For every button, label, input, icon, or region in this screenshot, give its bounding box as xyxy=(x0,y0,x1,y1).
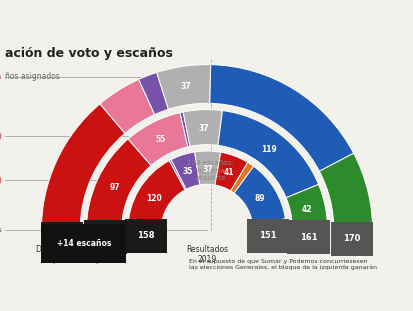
Wedge shape xyxy=(285,184,327,229)
Text: 89: 89 xyxy=(254,194,264,203)
Wedge shape xyxy=(233,166,285,224)
Wedge shape xyxy=(318,153,372,230)
Text: izquierdas: izquierdas xyxy=(0,227,2,233)
Text: 31): 31) xyxy=(0,132,2,139)
Text: 158: 158 xyxy=(137,231,154,240)
Text: 13): 13) xyxy=(0,177,2,183)
Text: 7-105): 7-105) xyxy=(0,74,2,80)
Text: 37: 37 xyxy=(202,165,212,174)
Text: En el supuesto de que Sumar y Podemos concurriesesen
las elecciones Generales, e: En el supuesto de que Sumar y Podemos co… xyxy=(189,259,376,270)
Wedge shape xyxy=(252,219,285,230)
Text: 161: 161 xyxy=(299,233,317,242)
Wedge shape xyxy=(180,112,190,147)
Text: +14 escaños: +14 escaños xyxy=(57,239,111,248)
Text: Unión de la
izquierda: Unión de la izquierda xyxy=(83,244,127,264)
Text: 138: 138 xyxy=(53,234,71,243)
Wedge shape xyxy=(183,109,222,146)
Wedge shape xyxy=(128,113,188,165)
Text: 37: 37 xyxy=(180,82,191,91)
Wedge shape xyxy=(86,139,151,230)
Text: 97: 97 xyxy=(109,183,119,193)
Text: 120: 120 xyxy=(146,194,162,203)
Text: ños asignados: ños asignados xyxy=(5,72,60,81)
Text: 42: 42 xyxy=(301,205,311,214)
Text: 41: 41 xyxy=(223,168,233,177)
Text: 55: 55 xyxy=(156,135,166,144)
Wedge shape xyxy=(128,160,185,230)
Wedge shape xyxy=(169,160,186,190)
Wedge shape xyxy=(41,104,125,230)
Wedge shape xyxy=(209,65,353,171)
Text: 37: 37 xyxy=(197,124,208,133)
Wedge shape xyxy=(230,162,253,193)
Wedge shape xyxy=(100,79,154,133)
Text: Resultados
2019: Resultados 2019 xyxy=(185,244,228,264)
Text: División de la
izquierda: División de la izquierda xyxy=(36,244,88,264)
Text: 170: 170 xyxy=(342,234,360,243)
Wedge shape xyxy=(156,65,210,109)
Wedge shape xyxy=(194,151,220,185)
Text: 35: 35 xyxy=(183,168,193,176)
Wedge shape xyxy=(138,72,168,114)
Wedge shape xyxy=(292,228,327,230)
Text: 151: 151 xyxy=(259,231,276,240)
Wedge shape xyxy=(171,152,199,189)
Wedge shape xyxy=(214,152,247,191)
Text: ación de voto y escaños: ación de voto y escaños xyxy=(5,47,173,60)
Text: 152: 152 xyxy=(96,233,114,242)
Wedge shape xyxy=(217,111,318,198)
Text: 119: 119 xyxy=(261,145,276,154)
Text: 176 escaños:
mayoría
absoluta: 176 escaños: mayoría absoluta xyxy=(187,160,233,181)
